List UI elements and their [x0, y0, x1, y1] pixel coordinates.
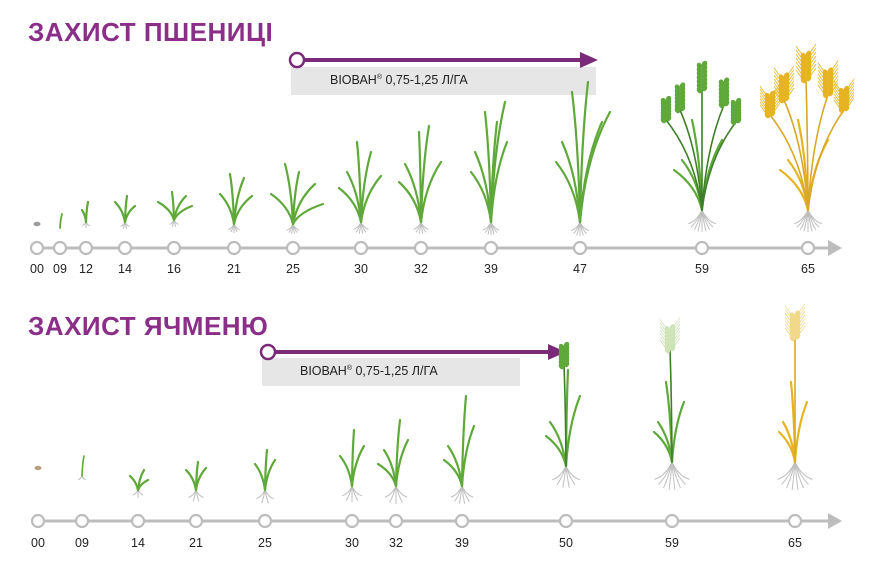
barley-stage-label: 25 [258, 536, 272, 550]
wheat-plant [269, 162, 325, 234]
wheat-stage-marker [285, 240, 301, 256]
barley-stage-marker [130, 513, 146, 529]
barley-stage-marker [454, 513, 470, 529]
barley-product: ВІОВАН [300, 364, 347, 378]
wheat-plant [218, 172, 254, 233]
wheat-treatment-arrow [288, 51, 598, 69]
barley-stage-marker [388, 513, 404, 529]
wheat-stage-label: 25 [286, 262, 300, 276]
wheat-stage-label: 39 [484, 262, 498, 276]
barley-stage-label: 65 [788, 536, 802, 550]
barley-treatment-arrow [259, 343, 566, 361]
wheat-stage-marker [117, 240, 133, 256]
barley-plant [544, 341, 582, 488]
barley-stage-label: 39 [455, 536, 469, 550]
barley-plant [442, 394, 476, 504]
wheat-stage-label: 16 [167, 262, 181, 276]
wheat-stage-label: 14 [118, 262, 132, 276]
barley-stage-marker [257, 513, 273, 529]
barley-treatment-label: ВІОВАН® 0,75-1,25 Л/ГА [300, 364, 438, 378]
barley-stage-label: 09 [75, 536, 89, 550]
barley-plant [128, 468, 150, 498]
barley-plant [338, 428, 366, 502]
barley-rate: 0,75-1,25 Л/ГА [355, 364, 438, 378]
barley-registered-mark: ® [346, 365, 352, 372]
wheat-stage-label: 32 [414, 262, 428, 276]
barley-stage-marker [188, 513, 204, 529]
wheat-plant [469, 100, 509, 235]
barley-arrow-start [259, 343, 277, 361]
barley-plant [184, 460, 208, 502]
wheat-plant [59, 213, 63, 229]
barley-plant [78, 455, 86, 481]
barley-timeline: 00 09 14 21 25 30 32 39 50 59 65 [30, 513, 842, 550]
wheat-stage-marker [413, 240, 429, 256]
barley-stage-label: 21 [189, 536, 203, 550]
barley-title: ЗАХИСТ ЯЧМЕНЮ [28, 311, 269, 341]
wheat-plant [33, 221, 41, 227]
barley-stage-marker [787, 513, 803, 529]
wheat-stage-label: 09 [53, 262, 67, 276]
wheat-stage-marker [78, 240, 94, 256]
barley-axis-arrowhead [828, 513, 842, 529]
barley-stage-marker [74, 513, 90, 529]
barley-plant [34, 465, 42, 471]
wheat-title: ЗАХИСТ ПШЕНИЦІ [28, 17, 274, 47]
wheat-stage-marker [226, 240, 242, 256]
barley-stage-label: 50 [559, 536, 573, 550]
wheat-stage-label: 47 [573, 262, 587, 276]
barley-stage-marker [30, 513, 46, 529]
wheat-plant [759, 43, 855, 232]
wheat-stage-marker [483, 240, 499, 256]
wheat-plant [113, 194, 137, 229]
wheat-stage-label: 21 [227, 262, 241, 276]
barley-stage-label: 30 [345, 536, 359, 550]
wheat-stage-label: 00 [30, 262, 44, 276]
wheat-plant [554, 80, 612, 236]
wheat-arrow-head [580, 52, 598, 68]
wheat-stage-marker [29, 240, 45, 256]
wheat-stage-marker [694, 240, 710, 256]
wheat-plant [397, 124, 443, 234]
barley-stage-marker [344, 513, 360, 529]
wheat-stage-marker [353, 240, 369, 256]
wheat-treatment-label: ВІОВАН® 0,75-1,25 Л/ГА [330, 73, 468, 87]
barley-stage-label: 00 [31, 536, 45, 550]
barley-plant [652, 317, 690, 490]
barley-plant [253, 448, 277, 504]
wheat-arrow-start [288, 51, 306, 69]
wheat-stage-label: 30 [354, 262, 368, 276]
barley-arrow-head [548, 344, 566, 360]
barley-stage-label: 32 [389, 536, 403, 550]
wheat-stage-label: 59 [695, 262, 709, 276]
wheat-stage-marker [166, 240, 182, 256]
wheat-plant [156, 190, 194, 227]
barley-stage-marker [664, 513, 680, 529]
wheat-product: ВІОВАН [330, 73, 377, 87]
wheat-stage-marker [800, 240, 816, 256]
wheat-stage-label: 65 [801, 262, 815, 276]
wheat-rate: 0,75-1,25 Л/ГА [385, 73, 468, 87]
wheat-treatment-band [291, 67, 596, 95]
wheat-stage-marker [52, 240, 68, 256]
barley-stage-label: 14 [131, 536, 145, 550]
wheat-plant [660, 60, 742, 232]
wheat-registered-mark: ® [376, 74, 382, 81]
wheat-plant [337, 140, 383, 234]
wheat-stage-marker [572, 240, 588, 256]
wheat-stage-label: 12 [79, 262, 93, 276]
barley-stage-label: 59 [665, 536, 679, 550]
wheat-axis-arrowhead [828, 240, 842, 256]
barley-stage-marker [558, 513, 574, 529]
wheat-plant [80, 200, 90, 228]
wheat-timeline: 00 09 12 14 16 21 25 30 32 39 47 59 65 [29, 240, 842, 276]
barley-treatment-band [262, 358, 520, 386]
barley-plant [777, 303, 813, 490]
barley-plant [376, 418, 410, 504]
